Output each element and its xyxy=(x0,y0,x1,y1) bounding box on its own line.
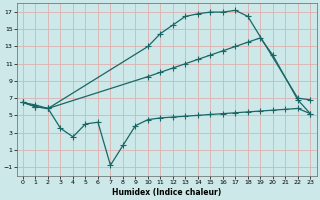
X-axis label: Humidex (Indice chaleur): Humidex (Indice chaleur) xyxy=(112,188,221,197)
